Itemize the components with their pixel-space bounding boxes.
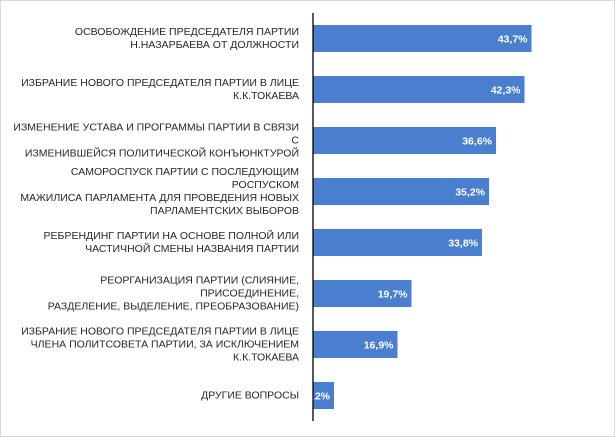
category-label: РЕОРГАНИЗАЦИЯ ПАРТИИ (СЛИЯНИЕ, ПРИСОЕДИН… [47,274,299,312]
bar-value-label: 36,6% [462,136,492,148]
bar [313,331,398,358]
category-label: ОСВОБОЖДЕНИЕ ПРЕДСЕДАТЕЛЯ ПАРТИИ Н.НАЗАР… [74,25,299,51]
bar [313,127,496,154]
category-label: ИЗБРАНИЕ НОВОГО ПРЕДСЕДАТЕЛЯ ПАРТИИ В ЛИ… [21,76,299,102]
bars-group: 43,7% 42,3% 36,6% 35,2% 33,8% 19,7% 16,9% 4,2% [306,25,532,409]
bar [313,76,525,103]
bar-value-label: 42,3% [491,85,521,97]
bar [313,178,489,205]
bar-value-label: 16,9% [364,340,394,352]
bar-value-label: 19,7% [378,289,408,301]
category-label: ИЗМЕНЕНИЕ УСТАВА И ПРОГРАММЫ ПАРТИИ В СВ… [13,121,299,159]
bar [313,25,532,52]
category-label: САМОРОСПУСК ПАРТИИ С ПОСЛЕДУЮЩИМ РОСПУСК… [20,165,299,217]
bar [313,280,412,307]
bar-value-label: 4,2% [306,391,331,403]
bar [313,382,334,409]
bar-value-label: 33,8% [448,238,478,250]
category-label: ДРУГИЕ ВОПРОСЫ [201,389,299,401]
bar-value-label: 43,7% [498,34,528,46]
category-label: ИЗБРАНИЕ НОВОГО ПРЕДСЕДАТЕЛЯ ПАРТИИ В ЛИ… [21,325,299,363]
bar [313,229,482,256]
bar-value-label: 35,2% [455,187,485,199]
category-label: РЕБРЕНДИНГ ПАРТИИ НА ОСНОВЕ ПОЛНОЙ ИЛИ Ч… [43,229,299,255]
